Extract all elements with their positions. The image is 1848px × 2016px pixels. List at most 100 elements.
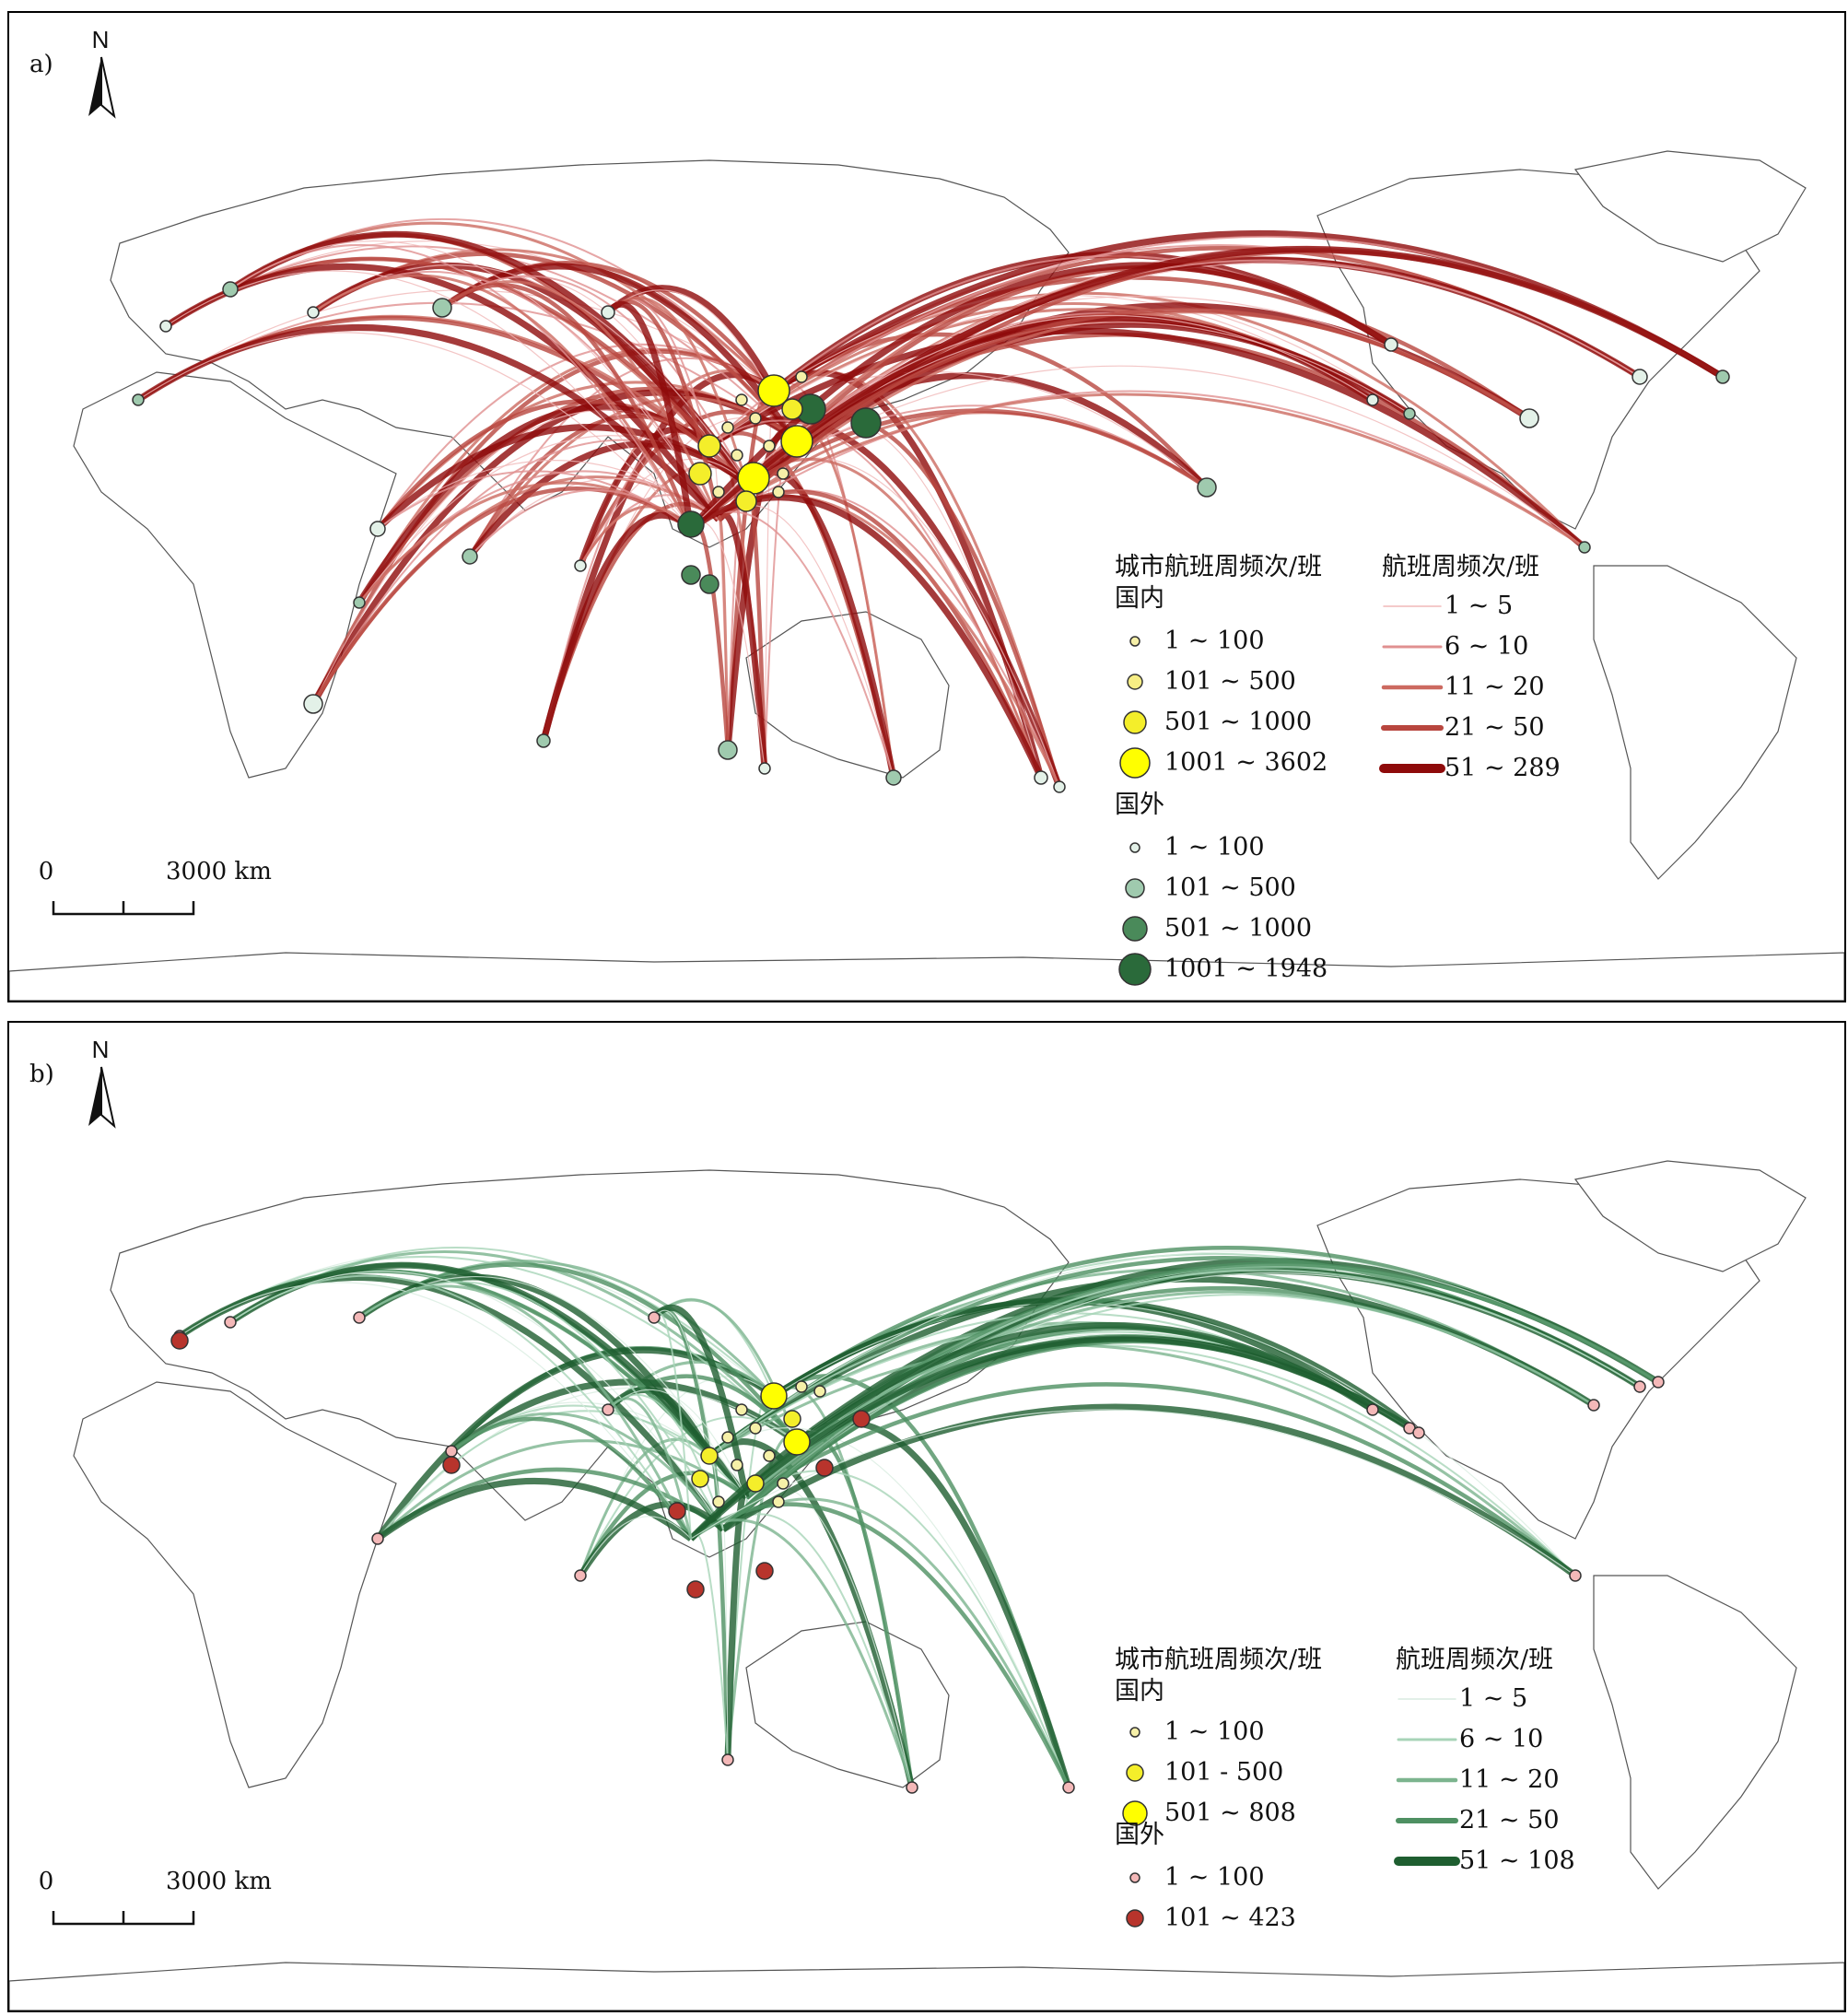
city-node [699, 574, 719, 594]
city-node [749, 1422, 762, 1435]
city-node [813, 1385, 826, 1398]
city-node [731, 449, 743, 462]
city-node [735, 393, 748, 406]
north-arrow-a: N [88, 26, 116, 119]
legend-node-label: 1001 ~ 1948 [1164, 955, 1328, 983]
flight-route [229, 1274, 692, 1540]
north-arrow-right-a [100, 56, 116, 119]
city-node [749, 412, 762, 425]
legend-node-label: 101 ~ 423 [1164, 1904, 1296, 1932]
flight-route [689, 308, 1531, 531]
scale-bar-b: 0 3000 km [39, 1868, 272, 1926]
flight-route [377, 1410, 710, 1540]
flight-route [708, 1343, 1577, 1577]
land-antarctica-b [9, 1962, 1844, 2010]
city-node [757, 374, 790, 407]
city-node [1366, 1403, 1379, 1416]
city-node [1519, 408, 1539, 428]
routes-b [178, 1246, 1660, 1789]
legend-domestic-title-b: 国内 [1115, 1677, 1164, 1705]
legend-node-label: 501 ~ 1000 [1164, 914, 1312, 943]
city-node [1412, 1426, 1425, 1439]
city-node [795, 370, 808, 383]
basemap-b [9, 1160, 1844, 2010]
land-australia-a [745, 611, 950, 779]
legend-nodes-title-b: 城市航班周频次/班 [1115, 1646, 1322, 1674]
city-node [1034, 770, 1048, 785]
city-node [668, 1502, 686, 1520]
city-node [170, 1331, 189, 1350]
legend-nodes-title-a: 城市航班周频次/班 [1115, 553, 1322, 581]
land-south-america-b [1593, 1575, 1797, 1890]
city-node [697, 434, 721, 458]
north-arrow-left-a [88, 57, 101, 116]
city-node [783, 1428, 811, 1456]
land-greenland-b [1573, 1160, 1807, 1272]
land-antarctica-a [9, 952, 1844, 1001]
legend-node-label: 1 ~ 100 [1164, 833, 1265, 861]
city-node [1062, 1781, 1075, 1794]
flight-route [541, 501, 720, 742]
flight-route [653, 1309, 724, 1530]
city-nodes-a [132, 281, 1730, 793]
flight-route [689, 1502, 1071, 1788]
city-node [688, 462, 712, 486]
city-node [746, 1474, 765, 1493]
legend-node-label: 1 ~ 100 [1164, 1863, 1265, 1892]
legend-node-swatch [1118, 953, 1152, 986]
legend-foreign-title-b: 国外 [1115, 1821, 1164, 1849]
scale-distance-a: 3000 km [166, 858, 272, 885]
city-node [1403, 407, 1416, 420]
scale-bar-a: 0 3000 km [39, 858, 272, 916]
flight-route [690, 393, 1585, 549]
city-node [712, 1495, 725, 1508]
flight-route [605, 300, 695, 530]
legend-node-label: 1 ~ 100 [1164, 1717, 1265, 1746]
city-node [303, 694, 323, 714]
city-node [721, 1431, 734, 1444]
city-node [1633, 1380, 1646, 1393]
flight-route [688, 245, 1725, 532]
basemap-a [9, 150, 1844, 1001]
legend-node-swatch [1126, 1909, 1144, 1928]
legend-line-label: 11 ~ 20 [1444, 673, 1545, 701]
scale-distance-b: 3000 km [166, 1868, 272, 1895]
city-node [691, 1470, 709, 1488]
city-node [700, 1447, 719, 1465]
land-eurasia-a [110, 159, 1070, 548]
city-node [763, 1449, 776, 1462]
legend-domestic-items-a: 1 ~ 100 101 ~ 500 501 ~ 1000 1001 ~ 3602 [1119, 627, 1328, 779]
flight-route [137, 332, 692, 530]
flight-route [165, 270, 692, 530]
scale-line-a [52, 901, 195, 916]
city-node [369, 521, 386, 537]
city-node [777, 1477, 789, 1490]
city-node [1578, 541, 1591, 554]
legend-lines-b: 航班周频次/班 1 ~ 5 6 ~ 10 11 ~ 20 21 ~ 50 51 ~ 10… [1394, 1646, 1575, 1875]
city-node [783, 1410, 801, 1428]
legend-node-swatch [1129, 636, 1140, 647]
city-node [852, 1410, 871, 1428]
flight-route [721, 1403, 1578, 1578]
north-arrow-left-b [88, 1067, 101, 1126]
legend-line-label: 51 ~ 108 [1459, 1846, 1575, 1875]
legend-node-label: 1 ~ 100 [1164, 627, 1265, 655]
legend-node-swatch [1119, 747, 1151, 779]
legend-line-label: 51 ~ 289 [1444, 754, 1561, 782]
legend-node-label: 101 ~ 500 [1164, 667, 1296, 696]
flight-route [229, 243, 692, 530]
flight-route [358, 1284, 693, 1540]
flight-route [718, 390, 1585, 548]
legend-node-swatch [1125, 878, 1145, 898]
city-node [159, 320, 172, 333]
city-node [686, 1580, 705, 1599]
legend-node-swatch [1122, 1800, 1148, 1826]
city-node [574, 1569, 587, 1582]
map-a-svg: a) N 0 3000 km 城市航班周频次/班 国内 1 ~ 100 101 ~… [9, 26, 1844, 1001]
city-node [781, 398, 803, 420]
legend-domestic-title-a: 国内 [1115, 584, 1164, 613]
legend-line-label: 11 ~ 20 [1459, 1765, 1560, 1794]
city-node [772, 1495, 785, 1508]
flight-route [579, 1516, 692, 1576]
city-node [1715, 369, 1730, 384]
